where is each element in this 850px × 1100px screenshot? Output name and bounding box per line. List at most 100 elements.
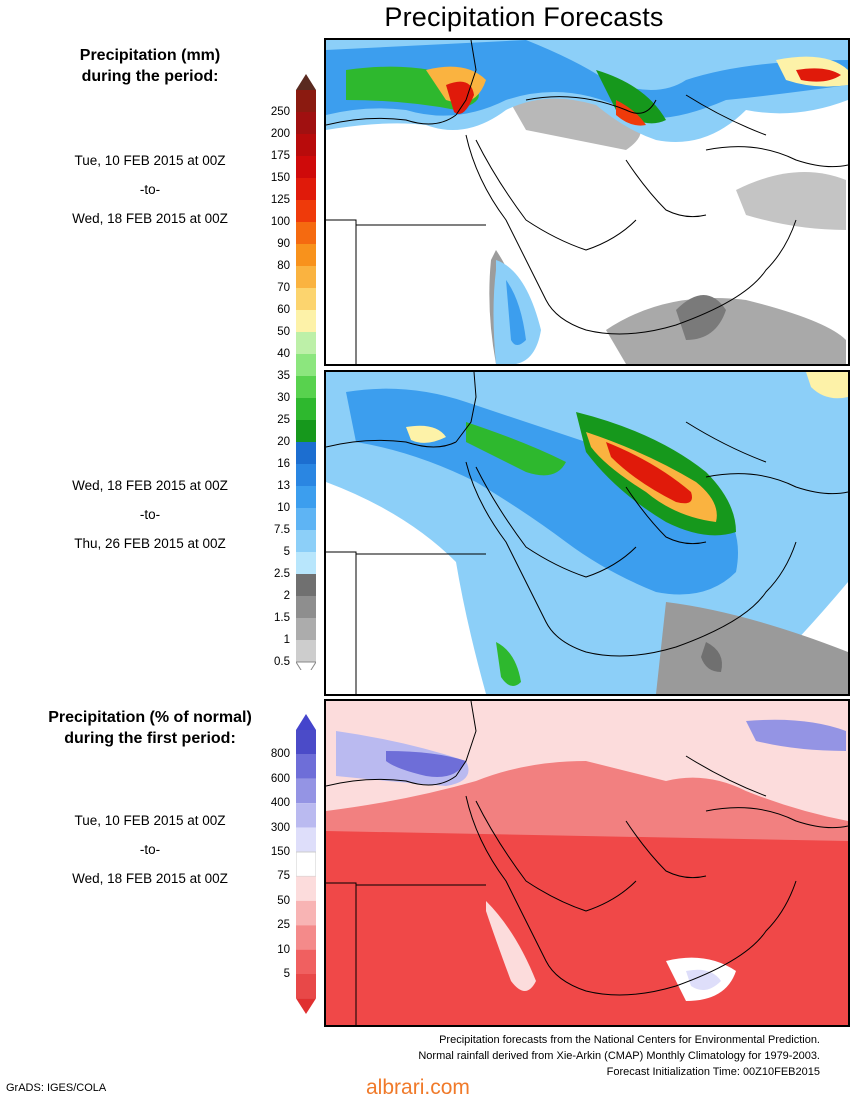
precip-colorbar-band bbox=[296, 288, 316, 310]
pct-colorbar-label: 10 bbox=[277, 943, 290, 956]
period-2-to: Thu, 26 FEB 2015 at 00Z bbox=[74, 536, 226, 551]
pct-colorbar-label: 300 bbox=[270, 821, 290, 834]
precip-colorbar-band bbox=[296, 486, 316, 508]
precip-colorbar-band bbox=[296, 398, 316, 420]
pct-colorbar bbox=[296, 714, 316, 1014]
precip-colorbar-label: 200 bbox=[270, 128, 290, 140]
precip-colorbar-band bbox=[296, 112, 316, 134]
map-panel-precip-period-1 bbox=[324, 38, 850, 366]
footer-line-2: Normal rainfall derived from Xie-Arkin (… bbox=[418, 1050, 820, 1062]
period-2-label: Wed, 18 FEB 2015 at 00Z -to- Thu, 26 FEB… bbox=[30, 471, 270, 558]
precip-heading: Precipitation (mm) during the period: bbox=[40, 45, 260, 87]
precip-colorbar-label: 50 bbox=[277, 326, 290, 338]
map-panel-percent-normal bbox=[324, 699, 850, 1027]
precip-colorbar-band bbox=[296, 134, 316, 156]
precip-colorbar-band bbox=[296, 222, 316, 244]
precip-colorbar-band bbox=[296, 596, 316, 618]
period-1-sep: -to- bbox=[139, 182, 161, 197]
pct-colorbar-top-cap bbox=[296, 714, 316, 730]
precip-colorbar-band bbox=[296, 156, 316, 178]
precip-colorbar-label: 150 bbox=[270, 172, 290, 184]
precip-colorbar-label: 40 bbox=[277, 348, 290, 360]
precip-colorbar-label: 1 bbox=[283, 634, 290, 646]
precip-colorbar-band bbox=[296, 200, 316, 222]
precip-colorbar-band bbox=[296, 244, 316, 266]
watermark: albrari.com bbox=[366, 1076, 470, 1099]
precip-colorbar-label: 250 bbox=[270, 106, 290, 118]
footer-line-1: Precipitation forecasts from the Nationa… bbox=[439, 1034, 820, 1046]
pct-colorbar-band bbox=[296, 730, 316, 755]
precip-colorbar-label: 175 bbox=[270, 150, 290, 162]
period-3-to: Wed, 18 FEB 2015 at 00Z bbox=[72, 871, 228, 886]
pct-colorbar-label: 50 bbox=[277, 894, 290, 907]
grads-credit: GrADS: IGES/COLA bbox=[6, 1082, 107, 1094]
pct-colorbar-label: 25 bbox=[277, 919, 290, 932]
precip-colorbar-label: 1.5 bbox=[274, 612, 290, 624]
precip-colorbar-band bbox=[296, 90, 316, 112]
precip-colorbar-label: 30 bbox=[277, 392, 290, 404]
precip-heading-line-2: during the period: bbox=[81, 68, 219, 85]
pct-colorbar-label: 400 bbox=[270, 797, 290, 810]
precip-colorbar-label: 125 bbox=[270, 194, 290, 206]
precip-colorbar-label: 70 bbox=[277, 282, 290, 294]
precip-colorbar-label: 35 bbox=[277, 370, 290, 382]
precip-colorbar-band bbox=[296, 354, 316, 376]
precip-colorbar-band bbox=[296, 420, 316, 442]
pct-colorbar-band bbox=[296, 900, 316, 926]
pct-colorbar-band bbox=[296, 827, 316, 852]
precip-colorbar-band bbox=[296, 552, 316, 574]
precip-colorbar-band bbox=[296, 508, 316, 530]
footer-line-3: Forecast Initialization Time: 00Z10FEB20… bbox=[606, 1066, 820, 1078]
precip-colorbar-label: 2.5 bbox=[274, 568, 290, 580]
precip-colorbar-band bbox=[296, 530, 316, 552]
pct-colorbar-band bbox=[296, 803, 316, 828]
precip-colorbar-label: 90 bbox=[277, 238, 290, 250]
precip-colorbar-label: 16 bbox=[277, 458, 290, 470]
pct-colorbar-label: 600 bbox=[270, 772, 290, 785]
pct-heading-line-1: Precipitation (% of normal) bbox=[48, 709, 252, 726]
precip-colorbar-label: 0.5 bbox=[274, 656, 290, 668]
pct-heading: Precipitation (% of normal) during the f… bbox=[20, 707, 280, 749]
precip-colorbar-label: 13 bbox=[277, 480, 290, 492]
pct-colorbar-label: 800 bbox=[270, 748, 290, 761]
precip-colorbar-label: 5 bbox=[283, 546, 290, 558]
period-3-sep: -to- bbox=[139, 842, 161, 857]
precip-colorbar-band bbox=[296, 310, 316, 332]
pct-colorbar-band bbox=[296, 876, 316, 901]
precip-colorbar-top-cap bbox=[296, 74, 316, 90]
page-title: Precipitation Forecasts bbox=[384, 2, 664, 32]
precip-colorbar-label: 60 bbox=[277, 304, 290, 316]
pct-colorbar-bottom-cap bbox=[296, 998, 316, 1014]
precip-colorbar-label: 20 bbox=[277, 436, 290, 448]
precip-colorbar-label: 7.5 bbox=[274, 524, 290, 536]
period-1-to: Wed, 18 FEB 2015 at 00Z bbox=[72, 211, 228, 226]
precip-colorbar-band bbox=[296, 178, 316, 200]
precip-colorbar-band bbox=[296, 442, 316, 464]
footer-notes: Precipitation forecasts from the Nationa… bbox=[418, 1032, 820, 1080]
precip-colorbar-label: 2 bbox=[283, 590, 290, 602]
precip-colorbar bbox=[296, 74, 316, 670]
period-3-label: Tue, 10 FEB 2015 at 00Z -to- Wed, 18 FEB… bbox=[30, 806, 270, 893]
precip-colorbar-band bbox=[296, 376, 316, 398]
precip-colorbar-band bbox=[296, 464, 316, 486]
pct-colorbar-band bbox=[296, 925, 316, 950]
pct-colorbar-label: 75 bbox=[277, 870, 290, 883]
precip-colorbar-label: 25 bbox=[277, 414, 290, 426]
pct-colorbar-band bbox=[296, 949, 316, 974]
pct-heading-line-2: during the first period: bbox=[64, 730, 236, 747]
pct-colorbar-label: 5 bbox=[283, 968, 290, 980]
map-panel-precip-period-2 bbox=[324, 370, 850, 696]
period-2-from: Wed, 18 FEB 2015 at 00Z bbox=[72, 478, 228, 493]
precip-colorbar-label: 80 bbox=[277, 260, 290, 272]
pct-colorbar-band bbox=[296, 778, 316, 804]
pct-colorbar-band bbox=[296, 974, 316, 999]
period-1-label: Tue, 10 FEB 2015 at 00Z -to- Wed, 18 FEB… bbox=[30, 146, 270, 233]
precip-heading-line-1: Precipitation (mm) bbox=[79, 47, 221, 64]
period-2-sep: -to- bbox=[139, 507, 161, 522]
precip-colorbar-label: 100 bbox=[270, 216, 290, 228]
precip-colorbar-band bbox=[296, 332, 316, 354]
precip-colorbar-band bbox=[296, 574, 316, 596]
pct-colorbar-label: 150 bbox=[270, 846, 290, 858]
period-1-from: Tue, 10 FEB 2015 at 00Z bbox=[74, 153, 226, 168]
pct-colorbar-band bbox=[296, 754, 316, 779]
